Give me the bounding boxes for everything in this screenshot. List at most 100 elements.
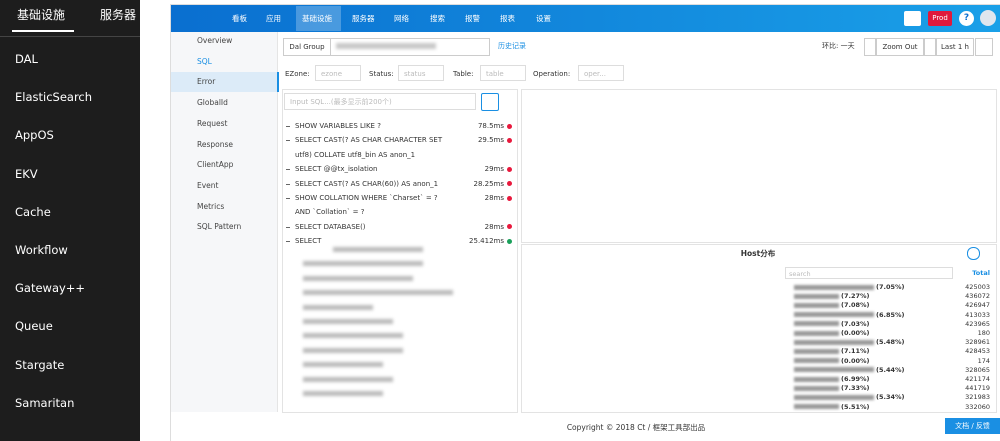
nav-item[interactable]: 设置 xyxy=(536,14,551,23)
blurred-text xyxy=(303,304,373,310)
sidebar-item[interactable]: DAL xyxy=(15,52,38,66)
nav-item[interactable]: 网络 xyxy=(394,14,409,23)
sidebar-item[interactable]: AppOS xyxy=(15,128,54,143)
sql-time: 78.5ms xyxy=(477,122,504,130)
sql-time: 28.25ms xyxy=(473,179,504,188)
zoom-button[interactable]: Zoom Out xyxy=(876,38,924,56)
filter-label: Table: xyxy=(453,70,474,78)
next-button[interactable] xyxy=(924,38,936,56)
host-total: 180 xyxy=(977,329,990,337)
submenu-item[interactable]: Event xyxy=(197,180,219,190)
status-dot xyxy=(507,137,512,143)
submenu-item[interactable]: Error xyxy=(197,77,216,87)
filter-input[interactable]: table xyxy=(480,65,526,81)
host-percent: (5.48%) xyxy=(876,338,905,347)
sidebar-item[interactable]: Workflow xyxy=(15,243,68,257)
nav-item[interactable]: 搜索 xyxy=(430,14,445,23)
sidebar-item[interactable]: EKV xyxy=(15,166,38,181)
group-input[interactable] xyxy=(330,38,490,56)
sidebar-item[interactable]: Gateway++ xyxy=(15,281,86,296)
submenu-item[interactable]: Metrics xyxy=(197,201,225,211)
nav-item[interactable]: 应用 xyxy=(266,14,281,23)
submenu-item[interactable]: Response xyxy=(197,139,234,149)
host-total: 425003 xyxy=(965,283,990,291)
sql-item[interactable]: SHOW COLLATION WHERE `Charset` = ? AND `… xyxy=(284,191,512,220)
host-percent: (6.99%) xyxy=(841,375,870,383)
panel-action[interactable] xyxy=(952,247,963,258)
nav-item[interactable]: 报表 xyxy=(500,14,515,23)
host-percent: (5.34%) xyxy=(876,393,905,402)
status-dot xyxy=(507,181,512,187)
sql-item[interactable]: SELECT CAST(? AS CHAR CHARACTER SET utf8… xyxy=(284,133,512,162)
blurred-text xyxy=(303,376,393,382)
clock-button[interactable] xyxy=(481,93,499,111)
sql-text: SELECT xyxy=(295,237,322,246)
help-button[interactable]: ? xyxy=(959,11,974,26)
sidebar-item[interactable]: Cache xyxy=(15,204,51,219)
sql-item[interactable]: SELECT @@tx_isolation 29ms xyxy=(284,162,512,176)
submenu-item[interactable]: Request xyxy=(197,118,228,128)
feedback-button[interactable]: 文档 / 反馈 xyxy=(945,418,1000,434)
nav-item[interactable]: 基础设施 xyxy=(302,14,332,23)
item-marker xyxy=(286,169,290,171)
submenu-item[interactable]: GlobalId xyxy=(197,98,228,108)
nav-item[interactable]: 服务器 xyxy=(352,14,375,23)
host-percent: (5.51%) xyxy=(841,402,870,411)
sql-text: SELECT DATABASE() xyxy=(295,222,366,231)
env-button[interactable]: Prod xyxy=(928,11,952,26)
item-marker xyxy=(286,183,290,185)
sidebar-tab[interactable]: 服务器 xyxy=(100,8,137,22)
submenu-item[interactable]: ClientApp xyxy=(197,160,234,170)
blurred-text xyxy=(333,247,423,252)
nav-item[interactable]: 报警 xyxy=(465,14,480,23)
sidebar-item[interactable]: Stargate xyxy=(15,357,65,372)
submenu-active xyxy=(171,71,279,92)
host-total: 328065 xyxy=(965,365,990,374)
compare-select[interactable]: 环比: 一天 xyxy=(822,42,855,50)
submenu-item[interactable]: SQL xyxy=(197,56,212,66)
group-select[interactable]: Dal Group xyxy=(283,38,331,56)
history-link[interactable]: 历史记录 xyxy=(498,42,526,50)
blurred-text xyxy=(794,339,874,345)
range-button[interactable]: Last 1 h xyxy=(936,38,974,56)
host-search[interactable]: search xyxy=(785,267,953,279)
sql-item[interactable]: SELECT CAST(? AS CHAR(60)) AS anon_1 28.2… xyxy=(284,177,512,191)
blurred-text xyxy=(303,362,383,368)
grid-button[interactable] xyxy=(500,93,513,109)
blurred-text xyxy=(303,391,383,396)
panel-action[interactable] xyxy=(967,247,980,260)
nav-item[interactable]: 看板 xyxy=(232,14,247,23)
sql-item[interactable]: SELECT 25.412ms xyxy=(284,234,512,248)
sql-item[interactable]: SHOW VARIABLES LIKE ? 78.5ms xyxy=(284,119,512,133)
blurred-text xyxy=(794,394,874,400)
host-percent: (0.00%) xyxy=(841,356,870,365)
blurred-text xyxy=(303,261,423,267)
item-marker xyxy=(286,226,290,228)
sidebar-item[interactable]: Samaritan xyxy=(15,395,75,410)
host-total: 321983 xyxy=(965,393,990,402)
sql-time: 28ms xyxy=(484,222,504,231)
sql-input[interactable]: Input SQL...(最多显示前200个) xyxy=(284,93,476,110)
host-total: 426947 xyxy=(965,301,990,310)
sidebar-tab[interactable]: 基础设施 xyxy=(17,8,66,22)
submenu-item[interactable]: Overview xyxy=(197,36,233,45)
chart-panel xyxy=(521,89,997,243)
filter-input[interactable]: status xyxy=(398,65,444,81)
host-percent: (6.85%) xyxy=(876,310,905,319)
panel-action[interactable] xyxy=(982,247,993,258)
filter-input[interactable]: oper... xyxy=(578,65,624,81)
refresh-button[interactable] xyxy=(975,38,993,56)
avatar[interactable] xyxy=(980,10,996,26)
filter-label: EZone: xyxy=(285,70,310,78)
sidebar-item[interactable]: ElasticSearch xyxy=(15,90,93,105)
sql-text: SELECT @@tx_isolation xyxy=(295,165,378,174)
prev-button[interactable] xyxy=(864,38,876,56)
search-button[interactable] xyxy=(904,11,921,26)
filter-input[interactable]: ezone xyxy=(315,65,361,81)
sql-text: SHOW VARIABLES LIKE ? xyxy=(295,122,381,130)
submenu-item[interactable]: SQL Pattern xyxy=(197,222,242,232)
host-title: Host分布 xyxy=(740,249,776,258)
sidebar-item[interactable]: Queue xyxy=(15,319,53,334)
item-marker xyxy=(286,126,290,127)
sql-item[interactable]: SELECT DATABASE() 28ms xyxy=(284,220,512,234)
